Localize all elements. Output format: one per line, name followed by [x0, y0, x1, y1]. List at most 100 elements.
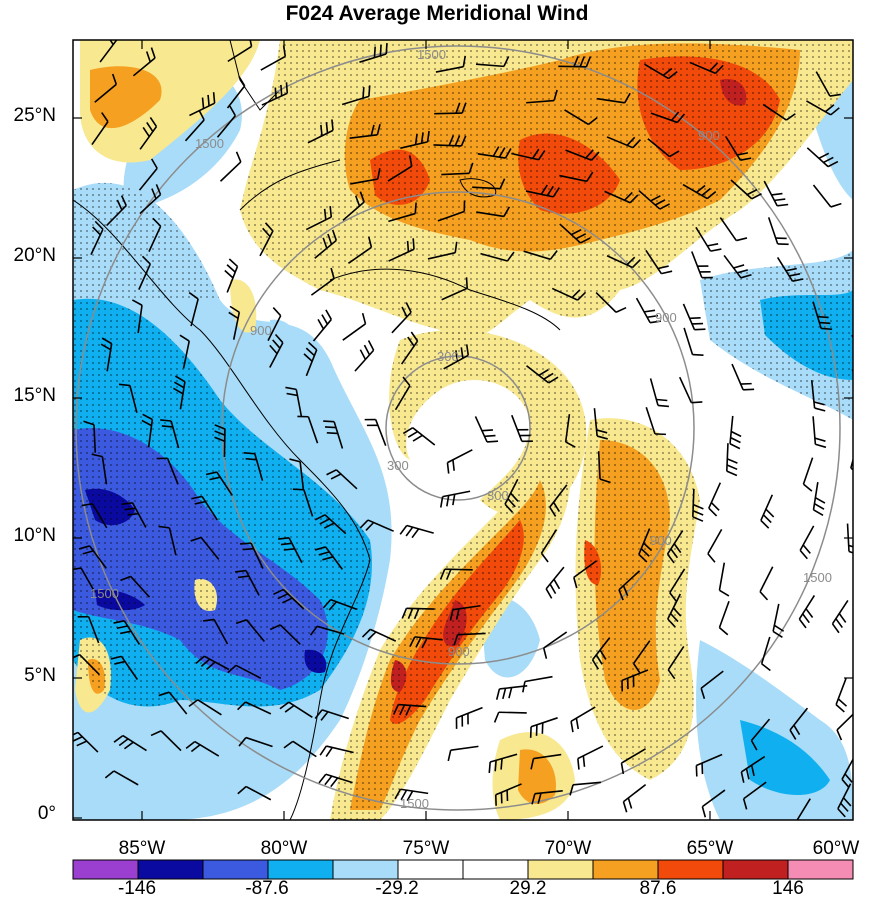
- ring-label: 1500: [90, 586, 119, 601]
- wind-barb-flag: [460, 347, 464, 359]
- wind-barb: [91, 121, 109, 146]
- wind-barb: [457, 632, 486, 636]
- wind-barb-flag: [235, 619, 247, 625]
- wind-barb-flag: [746, 188, 758, 196]
- wind-barb-flag: [869, 90, 874, 92]
- wind-barb-flag: [591, 659, 600, 670]
- wind-barb-flag: [174, 381, 185, 389]
- wind-barb: [305, 349, 318, 377]
- wind-barb-flag: [326, 431, 338, 435]
- wind-barb-flag: [399, 525, 408, 535]
- wind-barb-flag: [673, 543, 682, 554]
- wind-barb-flag: [657, 265, 669, 270]
- wind-barb-flag: [322, 556, 334, 561]
- wind-barb: [226, 266, 239, 293]
- wind-barb-flag: [116, 199, 123, 211]
- wind-barb: [526, 365, 550, 384]
- wind-barb: [632, 640, 651, 664]
- wind-barb: [400, 788, 429, 795]
- wind-barb: [696, 753, 723, 767]
- wind-barb: [260, 55, 286, 71]
- wind-barb-flag: [317, 318, 325, 330]
- wind-barb-flag: [719, 589, 730, 597]
- wind-barb-flag: [817, 315, 829, 319]
- wind-barb-flag: [835, 618, 843, 629]
- wind-barb: [760, 494, 774, 521]
- wind-barb: [391, 311, 412, 334]
- wind-barb-flag: [354, 195, 361, 207]
- wind-barb-flag: [324, 426, 337, 429]
- wind-barb-flag: [696, 184, 706, 194]
- wind-barb-flag: [114, 660, 126, 665]
- stippling-overlay: [73, 40, 853, 820]
- wind-barb-flag: [237, 785, 247, 795]
- ring-label: 1500: [417, 47, 446, 62]
- wind-barb-flag: [385, 42, 388, 55]
- wind-barb-flag: [670, 111, 680, 121]
- wind-barb-flag: [546, 185, 554, 197]
- wind-barb: [812, 184, 832, 208]
- wind-barb-flag: [421, 637, 428, 649]
- wind-barb-flag: [235, 151, 242, 163]
- wind-barb-flag: [206, 661, 216, 670]
- wind-barb-flag: [813, 401, 825, 406]
- wind-barb: [79, 654, 100, 676]
- wind-barb-flag: [553, 578, 561, 590]
- wind-barb: [200, 537, 220, 560]
- wind-barb: [835, 678, 847, 705]
- wind-barb-flag: [214, 424, 226, 430]
- wind-barb-flag: [814, 407, 826, 412]
- colorbar-swatch: [592, 859, 659, 880]
- wind-barb: [558, 65, 587, 68]
- wind-barb-flag: [765, 508, 775, 518]
- wind-barb-flag: [150, 47, 156, 59]
- wind-barb-flag: [750, 764, 755, 777]
- wind-barb-flag: [571, 228, 582, 236]
- ring-label: 900: [250, 323, 272, 338]
- wind-barb: [862, 292, 874, 316]
- wind-barb-flag: [814, 496, 826, 504]
- wind-barb: [577, 745, 604, 760]
- wind-barb-flag: [120, 195, 127, 206]
- wind-barb-flag: [454, 135, 461, 147]
- wind-barb: [106, 205, 127, 227]
- wind-barb-flag: [667, 669, 676, 680]
- wind-barb-flag: [624, 92, 631, 104]
- wind-barb-flag: [322, 237, 328, 249]
- wind-barb: [299, 461, 305, 490]
- wind-barb: [342, 323, 366, 341]
- wind-barb-flag: [774, 198, 786, 202]
- wind-barb-flag: [692, 516, 704, 522]
- wind-barb-flag: [370, 124, 375, 136]
- wind-barb-flag: [508, 687, 513, 699]
- wind-barb-flag: [152, 217, 162, 227]
- wind-barb-flag: [622, 801, 628, 813]
- wind-barb-flag: [666, 553, 675, 564]
- wind-barb-flag: [410, 331, 419, 342]
- wind-barb-flag: [120, 630, 132, 635]
- wind-barb-flag: [759, 591, 769, 601]
- colorbar-swatch: [72, 859, 139, 880]
- wind-barb: [406, 607, 435, 610]
- wind-barb-flag: [799, 549, 808, 560]
- wind-barb-flag: [188, 699, 199, 708]
- wind-barb-flag: [280, 542, 292, 546]
- wind-barb: [802, 457, 814, 485]
- wind-barb-flag: [844, 773, 853, 783]
- ring-label: 900: [655, 310, 677, 325]
- wind-barbs: [73, 40, 874, 820]
- wind-barb: [123, 620, 141, 645]
- wind-barb: [132, 57, 156, 77]
- wind-barb-flag: [406, 240, 410, 252]
- wind-barb-flag: [667, 618, 676, 628]
- wind-barb: [310, 277, 335, 296]
- wind-barb: [441, 172, 470, 176]
- wind-barb: [189, 102, 215, 117]
- ring-label: 300: [487, 488, 509, 503]
- wind-barb-flag: [113, 734, 124, 743]
- wind-barb-flag: [100, 343, 112, 351]
- wind-barb: [638, 528, 651, 555]
- wind-barb: [326, 745, 354, 754]
- wind-barb: [850, 457, 853, 469]
- wind-barb-flag: [851, 461, 853, 464]
